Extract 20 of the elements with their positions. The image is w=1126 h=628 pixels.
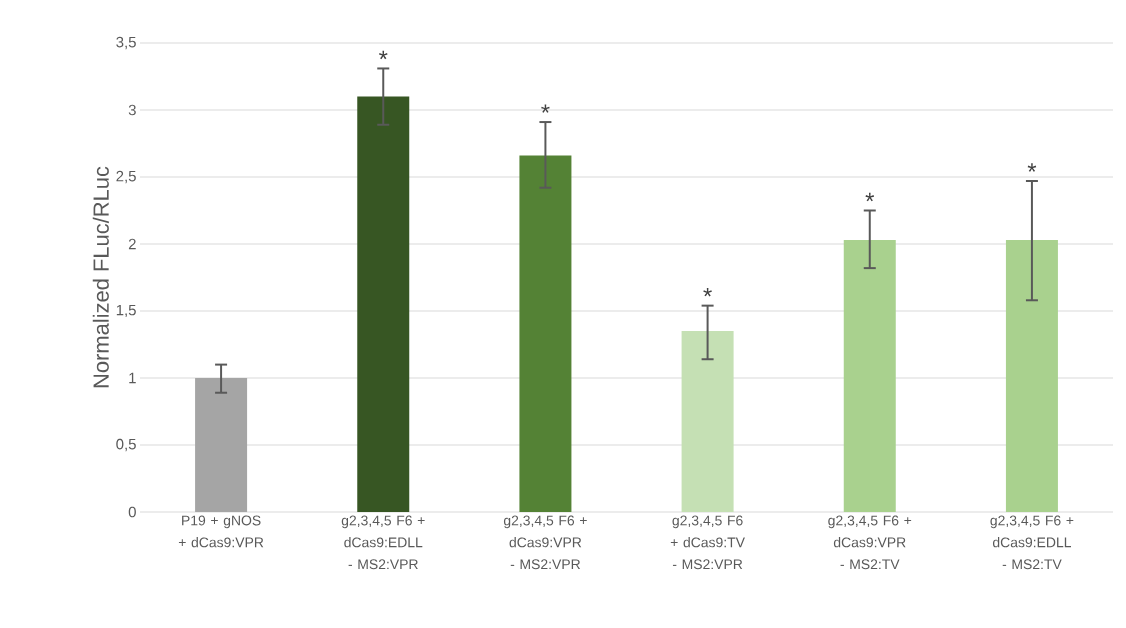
annotation: * [541, 104, 550, 113]
x-tick-label: g2,3,4,5 F6 + dCas9:VPR - MS2:TV [828, 515, 912, 570]
y-tick-label: 3,5 [116, 36, 136, 50]
y-tick-label: 1 [129, 372, 136, 384]
x-tick-label: P19 + gNOS + dCas9:VPR [178, 515, 264, 548]
x-tick-label: g2,3,4,5 F6 + dCas9:TV - MS2:VPR [670, 515, 745, 570]
y-tick-label: 0,5 [116, 438, 136, 452]
y-tick-label: 0 [128, 506, 136, 518]
y-tick-label: 3 [128, 104, 136, 116]
y-tick-label: 1,5 [116, 304, 136, 318]
annotation: * [703, 287, 712, 297]
annotation: * [378, 50, 388, 60]
annotation: * [865, 192, 875, 202]
annotation: * [1027, 163, 1037, 172]
y-axis-title: Normalized FLuc/RLuc [92, 166, 109, 388]
y-tick-label: 2,5 [116, 170, 136, 184]
y-tick-label: 2 [128, 238, 136, 250]
x-tick-label: g2,3,4,5 F6 + dCas9:EDLL - MS2:VPR [341, 515, 425, 570]
x-tick-label: g2,3,4,5 F6 + dCas9:VPR - MS2:VPR [503, 515, 587, 570]
x-tick-label: g2,3,4,5 F6 + dCas9:EDLL - MS2:TV [990, 515, 1074, 570]
